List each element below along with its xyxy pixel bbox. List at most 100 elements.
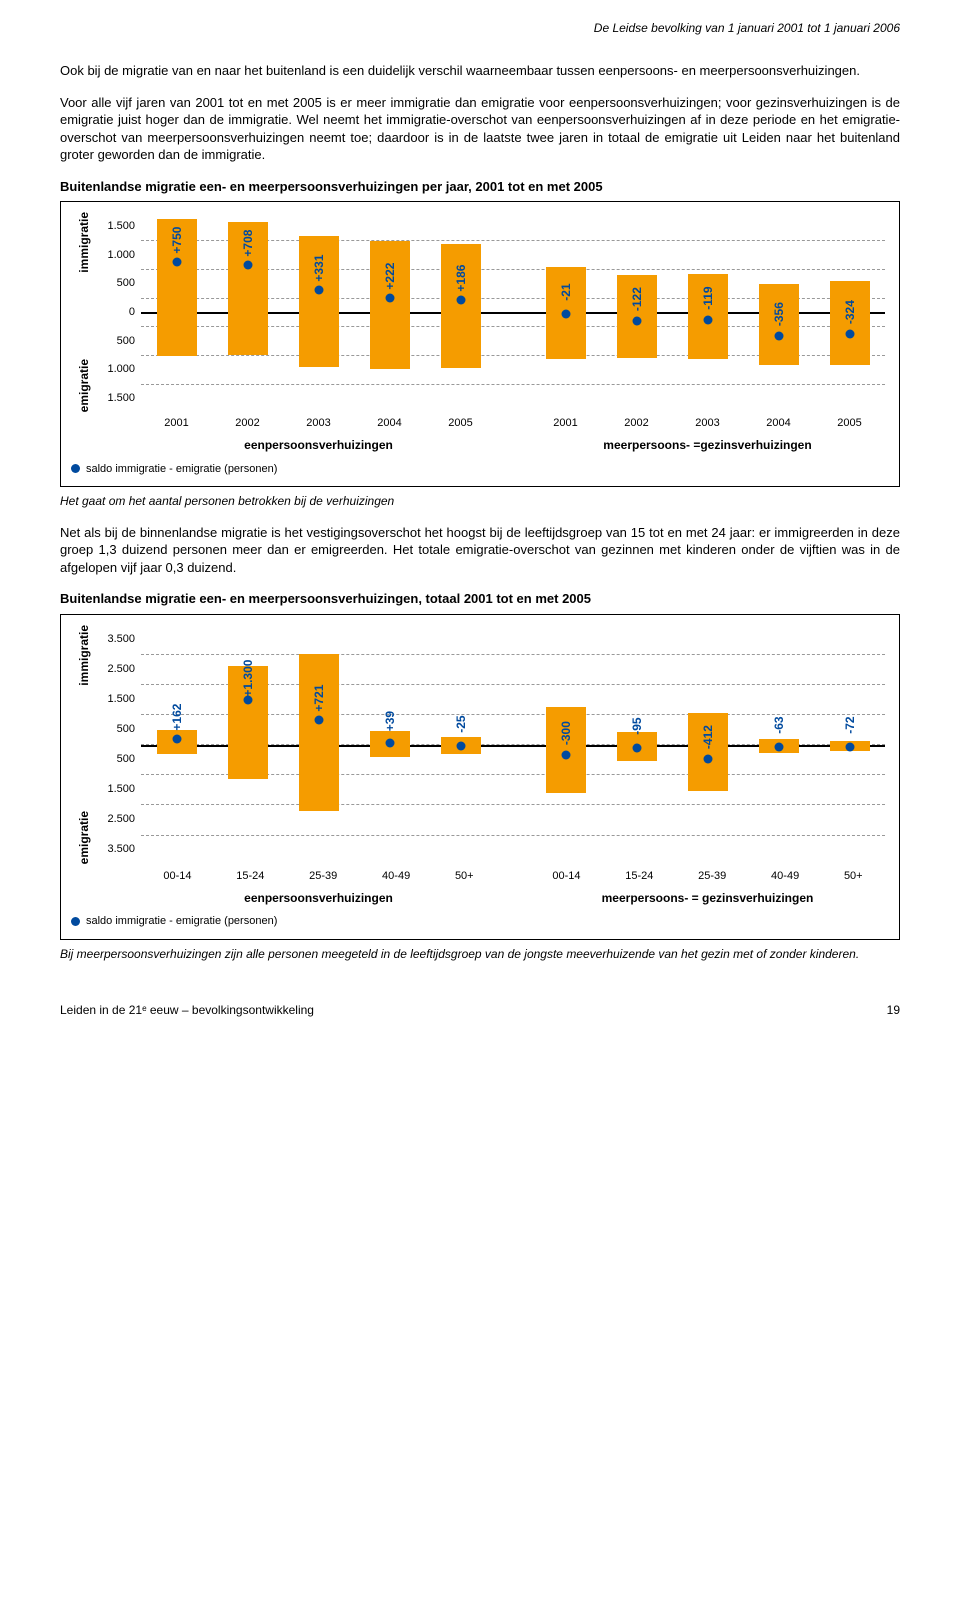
- saldo-dot: [774, 332, 783, 341]
- subgroup-label: meerpersoons- = gezinsverhuizingen: [530, 890, 885, 906]
- saldo-dot: [243, 696, 252, 705]
- saldo-dot: [385, 293, 394, 302]
- saldo-dot: [172, 258, 181, 267]
- saldo-dot: [774, 742, 783, 751]
- saldo-dot: [703, 754, 712, 763]
- saldo-dot: [385, 739, 394, 748]
- subgroup-label: eenpersoonsverhuizingen: [141, 890, 496, 906]
- bar-column: +162: [157, 625, 197, 865]
- saldo-dot: [561, 751, 570, 760]
- bar-column: -21: [546, 212, 586, 412]
- saldo-dot: [456, 296, 465, 305]
- y-tick: 1.500: [97, 384, 135, 413]
- x-tick: 40-49: [771, 869, 799, 884]
- saldo-dot: [845, 743, 854, 752]
- bar-column: -356: [759, 212, 799, 412]
- saldo-label: -324: [841, 300, 857, 324]
- saldo-label: +721: [310, 685, 326, 712]
- x-tick: 2005: [837, 416, 861, 431]
- saldo-label: -72: [841, 717, 857, 734]
- saldo-label: -122: [628, 287, 644, 311]
- x-tick: 00-14: [552, 869, 580, 884]
- legend-dot-icon: [71, 917, 80, 926]
- saldo-dot: [845, 330, 854, 339]
- saldo-dot: [172, 735, 181, 744]
- bar-column: +1.300: [228, 625, 268, 865]
- saldo-label: -300: [557, 721, 573, 745]
- bar-column: +331: [299, 212, 339, 412]
- y-tick: 1.500: [97, 212, 135, 241]
- legend-text: saldo immigratie - emigratie (personen): [86, 914, 277, 929]
- saldo-dot: [314, 286, 323, 295]
- paragraph-2: Voor alle vijf jaren van 2001 tot en met…: [60, 94, 900, 164]
- saldo-label: +222: [381, 262, 397, 289]
- legend-dot-icon: [71, 464, 80, 473]
- chart2-caption: Bij meerpersoonsverhuizingen zijn alle p…: [60, 946, 900, 962]
- bar-column: +39: [370, 625, 410, 865]
- saldo-label: +331: [310, 255, 326, 282]
- bar-column: -72: [830, 625, 870, 865]
- y-tick: 1.500: [97, 685, 135, 715]
- page-footer: Leiden in de 21ᵉ eeuw – bevolkingsontwik…: [60, 1002, 900, 1018]
- chart1-box: immigratieemigratie1.5001.00050005001.00…: [60, 201, 900, 487]
- x-tick: 2001: [553, 416, 577, 431]
- x-tick: 2001: [164, 416, 188, 431]
- paragraph-1: Ook bij de migratie van en naar het buit…: [60, 62, 900, 80]
- x-tick: 50+: [455, 869, 474, 884]
- bar-column: -122: [617, 212, 657, 412]
- bar-column: -95: [617, 625, 657, 865]
- saldo-label: +186: [452, 265, 468, 292]
- x-tick: 50+: [844, 869, 863, 884]
- x-tick: 15-24: [625, 869, 653, 884]
- subgroup-label: meerpersoons- =gezinsverhuizingen: [530, 437, 885, 453]
- y-tick: 3.500: [97, 835, 135, 865]
- x-tick: 2004: [766, 416, 790, 431]
- saldo-label: +39: [381, 711, 397, 731]
- y-tick: 500: [97, 745, 135, 775]
- saldo-dot: [632, 316, 641, 325]
- x-tick: 2003: [306, 416, 330, 431]
- footer-right: 19: [887, 1002, 900, 1018]
- saldo-label: -21: [557, 283, 573, 300]
- bar-column: +750: [157, 212, 197, 412]
- bar-column: -63: [759, 625, 799, 865]
- saldo-dot: [703, 316, 712, 325]
- y-label-immigratie: immigratie: [76, 212, 92, 273]
- x-tick: 40-49: [382, 869, 410, 884]
- saldo-label: +750: [168, 227, 184, 254]
- bar-column: +708: [228, 212, 268, 412]
- y-tick: 1.000: [97, 241, 135, 270]
- paragraph-3: Net als bij de binnenlandse migratie is …: [60, 524, 900, 577]
- bar-column: -25: [441, 625, 481, 865]
- y-label-emigratie: emigratie: [76, 811, 92, 864]
- saldo-label: -119: [699, 287, 715, 310]
- y-tick: 0: [97, 298, 135, 327]
- y-tick: 500: [97, 270, 135, 299]
- y-label-emigratie: emigratie: [76, 359, 92, 412]
- saldo-label: +708: [239, 230, 255, 257]
- x-tick: 15-24: [236, 869, 264, 884]
- x-tick: 25-39: [309, 869, 337, 884]
- bar-column: -119: [688, 212, 728, 412]
- saldo-label: -356: [770, 302, 786, 326]
- footer-left: Leiden in de 21ᵉ eeuw – bevolkingsontwik…: [60, 1002, 314, 1018]
- bar-column: +721: [299, 625, 339, 865]
- chart1-caption: Het gaat om het aantal personen betrokke…: [60, 493, 900, 509]
- legend-text: saldo immigratie - emigratie (personen): [86, 462, 277, 477]
- chart2-box: immigratieemigratie3.5002.5001.500500500…: [60, 614, 900, 940]
- chart2-title: Buitenlandse migratie een- en meerpersoo…: [60, 590, 900, 608]
- bar-column: -412: [688, 625, 728, 865]
- y-tick: 2.500: [97, 805, 135, 835]
- legend: saldo immigratie - emigratie (personen): [71, 914, 885, 929]
- x-tick: 2005: [448, 416, 472, 431]
- saldo-label: +162: [168, 704, 184, 731]
- saldo-label: -63: [770, 716, 786, 733]
- page-header: De Leidse bevolking van 1 januari 2001 t…: [60, 20, 900, 36]
- saldo-label: -95: [628, 717, 644, 734]
- saldo-dot: [456, 741, 465, 750]
- x-tick: 2004: [377, 416, 401, 431]
- y-tick: 2.500: [97, 655, 135, 685]
- bar-column: -300: [546, 625, 586, 865]
- x-tick: 2002: [624, 416, 648, 431]
- y-tick: 1.000: [97, 355, 135, 384]
